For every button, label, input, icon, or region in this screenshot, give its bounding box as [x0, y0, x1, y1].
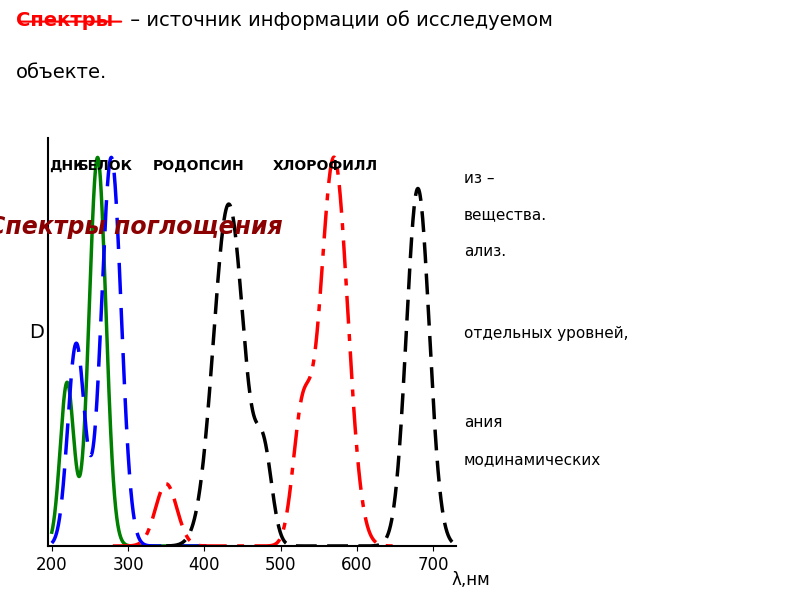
Text: отдельных уровней,: отдельных уровней,	[464, 326, 629, 341]
Text: – источник информации об исследуемом: – источник информации об исследуемом	[124, 11, 553, 31]
Text: Спектры поглощения: Спектры поглощения	[0, 215, 283, 239]
Text: Спектры: Спектры	[16, 11, 114, 30]
Text: из –: из –	[464, 170, 494, 185]
Y-axis label: D: D	[30, 323, 44, 342]
Text: модинамических: модинамических	[464, 452, 602, 467]
Text: λ,нм: λ,нм	[451, 571, 490, 589]
Text: ания: ания	[464, 415, 502, 430]
Text: ализ.: ализ.	[464, 244, 506, 259]
Text: РОДОПСИН: РОДОПСИН	[153, 159, 245, 173]
Text: вещества.: вещества.	[464, 208, 547, 223]
Text: объекте.: объекте.	[16, 62, 107, 82]
Text: ХЛОРОФИЛЛ: ХЛОРОФИЛЛ	[272, 159, 378, 173]
Text: БЕЛОК: БЕЛОК	[78, 159, 133, 173]
Text: ДНК: ДНК	[50, 159, 85, 173]
